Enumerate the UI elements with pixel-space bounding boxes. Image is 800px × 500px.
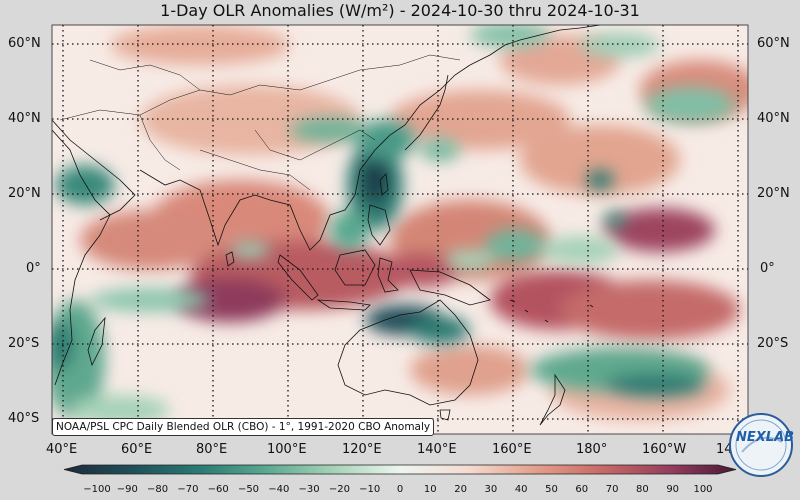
coastline-australia [337, 299, 479, 406]
coastline-sulawesi [377, 257, 399, 293]
colorbar-tick-label: 50 [545, 484, 558, 495]
colorbar-bar [63, 464, 737, 475]
colorbar-tick-label: 30 [484, 484, 498, 495]
colorbar [63, 464, 737, 475]
colorbar-tick-label: −40 [268, 484, 290, 495]
lat-label-20n-right: 20°N [757, 186, 790, 201]
data-attribution: NOAA/PSL CPC Daily Blended OLR (CBO) - 1… [52, 418, 435, 436]
lon-label-160w: 160°W [642, 442, 687, 457]
colorbar-tick-label: −20 [328, 484, 350, 495]
colorbar-tick-label: −90 [116, 484, 138, 495]
colorbar-tick-label: −80 [147, 484, 169, 495]
lon-label-40e: 40°E [46, 442, 78, 457]
colorbar-tick-label: 20 [454, 484, 467, 495]
lat-label-20s-right: 20°S [757, 336, 789, 351]
colorbar-tick-label: −100 [83, 484, 111, 495]
colorbar-tick-label: −60 [207, 484, 229, 495]
lat-label-eq-left: 0° [26, 261, 41, 276]
colorbar-tick-label: 80 [636, 484, 649, 495]
lat-label-20n-left: 20°N [8, 186, 41, 201]
lon-label-100e: 100°E [267, 442, 307, 457]
lon-label-140e: 140°E [417, 442, 457, 457]
coastline-africa [52, 129, 111, 386]
lat-label-60n-left: 60°N [8, 36, 41, 51]
lon-label-60e: 60°E [121, 442, 153, 457]
lon-label-160e: 160°E [492, 442, 532, 457]
lat-label-40s-left: 40°S [8, 411, 40, 426]
coastline-tasmania [439, 409, 451, 421]
colorbar-tick-label: 100 [693, 484, 713, 495]
lon-label-180: 180° [576, 442, 608, 457]
colorbar-tick-label: −10 [359, 484, 381, 495]
lat-label-eq-right: 0° [760, 261, 775, 276]
coastline-madagascar [87, 316, 106, 367]
map-title: 1-Day OLR Anomalies (W/m²) - 2024-10-30 … [160, 1, 640, 20]
country-borders [59, 54, 461, 191]
coastline-sri-lanka [225, 251, 235, 267]
nexlab-logo [729, 413, 793, 477]
coastline-north-asia [469, 25, 601, 66]
lat-label-40n-left: 40°N [8, 111, 41, 126]
anomaly-field [52, 25, 748, 434]
colorbar-tick-label: 90 [666, 484, 680, 495]
logo-wordmark: NEXLAB [736, 430, 795, 445]
lat-label-40n-right: 40°N [757, 111, 790, 126]
lon-label-80e: 80°E [196, 442, 228, 457]
coastline-philippines [367, 204, 391, 246]
coastline-south-asia [139, 64, 471, 251]
coastline-japan [404, 74, 449, 151]
coastline-borneo [334, 249, 376, 286]
coastline-arabia [52, 119, 136, 221]
lat-label-60n-right: 60°N [757, 36, 790, 51]
colorbar-tick-label: −50 [237, 484, 260, 495]
colorbar-tick-label: 40 [514, 484, 528, 495]
graticule [52, 25, 748, 434]
colorbar-tick-label: −30 [298, 484, 320, 495]
colorbar-tick-label: 0 [396, 484, 404, 495]
coastline-taiwan [379, 173, 389, 196]
lat-label-20s-left: 20°S [8, 336, 40, 351]
colorbar-tick-label: −70 [177, 484, 199, 495]
colorbar-tick-label: 60 [575, 484, 589, 495]
colorbar-tick-label: 70 [605, 484, 619, 495]
coastline-sumatra [277, 254, 319, 301]
colorbar-tick-label: 10 [423, 484, 437, 495]
lon-label-120e: 120°E [342, 442, 382, 457]
coastline-new-guinea [409, 269, 491, 306]
coastline-new-zealand [539, 373, 566, 426]
coastline-java [316, 299, 371, 311]
